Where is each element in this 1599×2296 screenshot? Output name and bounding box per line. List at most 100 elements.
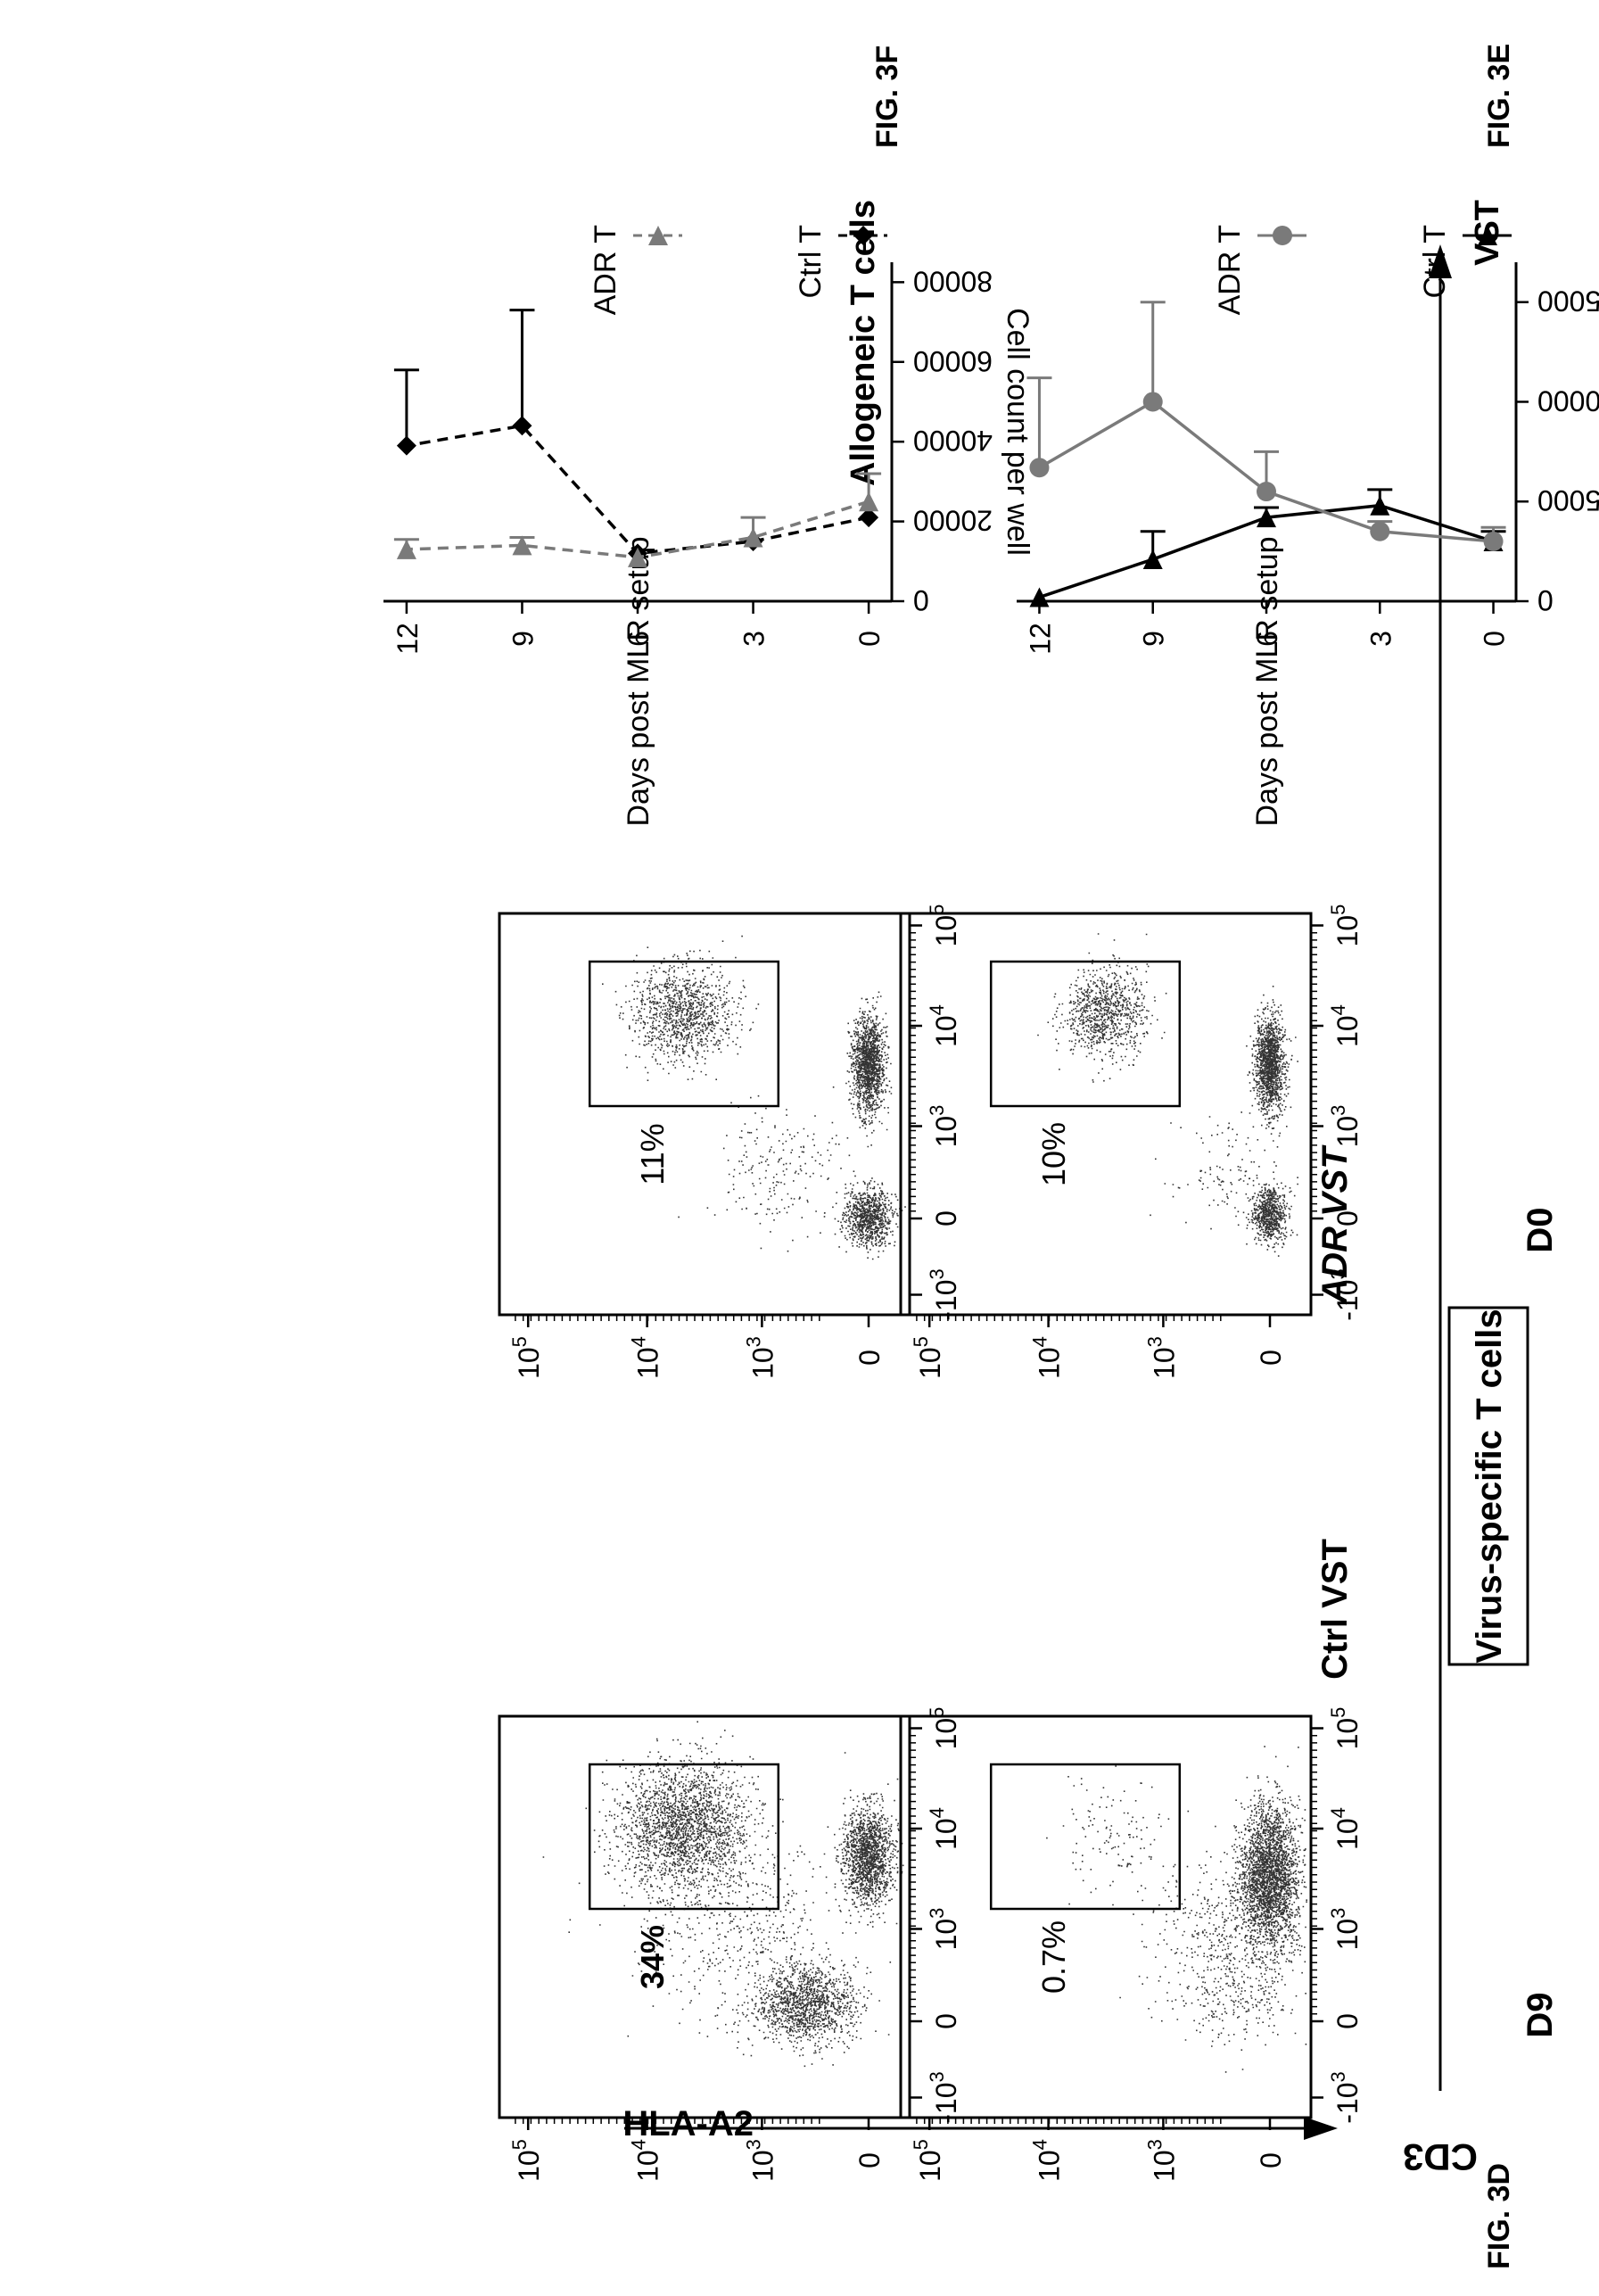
hla-a2-minor-ticks <box>515 2118 820 2124</box>
legend-label: ADR T <box>1213 225 1247 315</box>
cd3-minor-ticks <box>910 1734 916 2022</box>
hla-a2-tick-label: 103 <box>742 2139 779 2182</box>
hla-a2-axis-label: HLA-A2 <box>622 2104 754 2143</box>
cd3-axis-label: CD3 <box>1403 2136 1478 2178</box>
value-tick-label: 15000 <box>1537 285 1599 318</box>
hla-a2-tick-label: 103 <box>1143 2139 1180 2182</box>
day-tick-label: 3 <box>738 631 771 647</box>
hla-a2-tick-label: 0 <box>853 2152 886 2168</box>
legend-label: Ctrl T <box>794 225 828 298</box>
facs-events <box>602 935 906 1260</box>
line-charts: 0 5000 10000 15000 0 3 6 9 12 Days post MLR setup… <box>383 200 1599 827</box>
hla-a2-tick-label: 105 <box>910 2139 946 2182</box>
gate-box <box>989 960 1182 1108</box>
data-point <box>1483 531 1504 551</box>
value-axis-label: Cell count per well <box>1001 308 1034 556</box>
cd3-tick-label: 105 <box>1327 1707 1364 1750</box>
value-tick-label: 0 <box>913 584 929 616</box>
facs-panel-ctrl-d9: 0.7% 105 104 103 0 -103 0 103 104 105 <box>899 1707 1364 2182</box>
facs-panel-ctrl-d0: 10% 105 104 103 0 -103 0 103 104 105 <box>899 904 1364 1379</box>
cd3-minor-ticks <box>1311 931 1317 1219</box>
legend-marker <box>1273 226 1292 245</box>
cd3-tick-label: 0 <box>930 1210 962 1226</box>
hla-a2-tick-label: 0 <box>1255 2152 1287 2168</box>
day-tick-label: 9 <box>1138 631 1170 647</box>
hla-a2-arrow-head <box>1304 2117 1338 2140</box>
cd3-tick-label: 105 <box>926 1707 962 1750</box>
data-point <box>743 527 763 548</box>
facs-panel-adr-d9: 34% 105 104 103 0 -103 0 103 104 105 <box>498 1707 962 2182</box>
facs-panel-frame <box>498 1714 911 2119</box>
facs-panel-frame <box>899 1714 1313 2119</box>
series-adr-t <box>393 472 882 567</box>
cd3-tick-label: 104 <box>926 1807 962 1850</box>
fig-3e-label: FIG. 3E <box>1482 44 1516 148</box>
hla-a2-minor-ticks <box>515 1315 820 1321</box>
legend-marker <box>648 226 668 245</box>
gate-box <box>989 1763 1182 1911</box>
day-axis-label: Days post MLR setup <box>622 536 655 826</box>
hla-a2-tick-label: 105 <box>508 1336 545 1379</box>
day-tick-label: 9 <box>507 631 539 647</box>
hla-a2-tick-label: 0 <box>853 1350 886 1366</box>
data-point <box>1257 508 1276 528</box>
cd3-tick-label: 104 <box>1327 1004 1364 1047</box>
facs-header-box <box>1447 1306 1529 1666</box>
facs-events <box>1046 1746 1307 2073</box>
value-tick-label: 60000 <box>913 345 993 377</box>
facs-events <box>542 1721 904 2068</box>
value-tick-label: 10000 <box>1537 384 1599 417</box>
hla-a2-tick-label: 104 <box>1029 2139 1066 2182</box>
facs-panel-frame <box>498 912 911 1317</box>
fig-3d-label: FIG. 3D <box>1482 2163 1516 2269</box>
cd3-tick-label: -103 <box>1327 1268 1364 1321</box>
facs-panel-frame <box>899 912 1313 1317</box>
data-point <box>859 491 879 512</box>
data-point <box>1029 458 1050 478</box>
hla-a2-tick-label: 104 <box>628 1336 664 1379</box>
data-point <box>1370 495 1390 516</box>
chart-title: Allogeneic T cells <box>845 200 882 486</box>
column-header-adr-vst: ADR VST <box>1315 1144 1355 1305</box>
legend-marker <box>853 226 873 245</box>
value-tick-label: 20000 <box>913 505 993 537</box>
cd3-tick-label: 103 <box>1327 1908 1364 1951</box>
cd3-tick-label: 104 <box>926 1004 962 1047</box>
hla-a2-minor-ticks <box>916 2118 1222 2124</box>
value-tick-label: 5000 <box>1537 484 1599 516</box>
cd3-tick-label: -103 <box>1327 2071 1364 2124</box>
facs-header: Virus-specific T cells <box>1470 1309 1509 1663</box>
cd3-tick-label: 103 <box>926 1105 962 1148</box>
gate-percent-label: 10% <box>1035 1122 1072 1186</box>
day-tick-label: 6 <box>622 631 655 647</box>
cd3-tick-label: 105 <box>926 904 962 947</box>
day-tick-label: 0 <box>1479 631 1511 647</box>
series-adr-t <box>1026 301 1506 551</box>
data-point <box>1029 587 1050 607</box>
gate-box <box>588 960 780 1108</box>
cd3-arrow-head <box>1429 244 1452 278</box>
cd3-minor-ticks <box>910 931 916 1219</box>
day-tick-label: 3 <box>1364 631 1397 647</box>
cd3-tick-label: 0 <box>1331 1210 1364 1226</box>
data-point <box>396 435 416 456</box>
data-point <box>628 547 647 567</box>
legend-label: ADR T <box>589 225 622 315</box>
hla-a2-tick-label: 105 <box>910 1336 946 1379</box>
data-point <box>512 535 532 556</box>
day-axis-label: Days post MLR setup <box>1250 536 1284 826</box>
cd3-tick-label: -103 <box>926 1268 962 1321</box>
gate-percent-label: 0.7% <box>1035 1920 1072 1994</box>
day-tick-label: 12 <box>1024 623 1056 655</box>
data-point <box>1257 482 1276 502</box>
series-ctrl-t <box>393 309 879 564</box>
data-point <box>859 508 879 528</box>
legend-label: Ctrl T <box>1418 225 1452 298</box>
line-chart-0: 0 5000 10000 15000 0 3 6 9 12 Days post MLR setup… <box>1017 200 1599 827</box>
value-tick-label: 40000 <box>913 425 993 457</box>
hla-a2-tick-label: 105 <box>508 2139 545 2182</box>
value-tick-label: 80000 <box>913 265 993 297</box>
hla-a2-tick-label: 103 <box>1143 1336 1180 1379</box>
